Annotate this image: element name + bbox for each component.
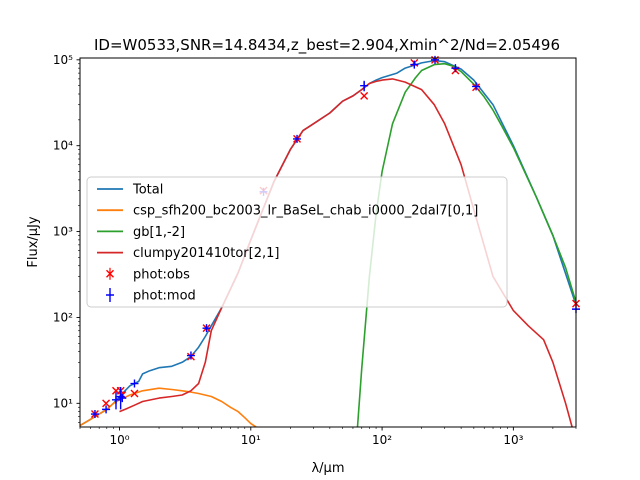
series-line-csp-sfh200-bc2003-lr-basel-chab-i0000-2dal7-0-1: [80, 387, 257, 427]
marker-phot-mod: [90, 410, 99, 419]
svg-text:clumpy201410tor[2,1]: clumpy201410tor[2,1]: [133, 246, 279, 261]
x-tick-label: 10¹: [241, 433, 261, 447]
y-axis-ticks: 10¹ 10² 10³ 10⁴ 10⁵: [53, 53, 80, 423]
plot-frame: [79, 57, 577, 428]
marker-phot-mod: [102, 405, 111, 414]
marker-phot-mod: [130, 379, 139, 388]
legend-item-csp-sfh200-bc2003-lr-basel-chab-i0000-2dal7-0-1: csp_sfh200_bc2003_lr_BaSeL_chab_i0000_2d…: [97, 204, 478, 219]
marker-phot-obs: [102, 399, 111, 408]
svg-text:gb[1,-2]: gb[1,-2]: [133, 225, 185, 240]
legend: Total csp_sfh200_bc2003_lr_BaSeL_chab_i00…: [86, 176, 508, 308]
legend-item-phot-mod: phot:mod: [106, 288, 196, 304]
y-tick-label: 10³: [53, 225, 73, 239]
x-axis-label: λ/µm: [311, 461, 344, 476]
marker-phot-mod: [451, 64, 460, 73]
legend-item-clumpy201410tor-2-1: clumpy201410tor[2,1]: [97, 246, 279, 261]
y-tick-label: 10¹: [53, 396, 73, 410]
svg-text:Total: Total: [132, 183, 163, 198]
y-tick-label: 10⁵: [53, 53, 73, 67]
legend-box: [86, 176, 508, 308]
marker-phot-mod: [360, 80, 369, 92]
svg-text:phot:obs: phot:obs: [133, 267, 190, 282]
marker-phot-mod: [293, 134, 302, 143]
marker-phot-mod: [111, 392, 120, 410]
y-axis-label: Flux/µJy: [26, 216, 41, 268]
marker-phot-mod: [431, 55, 440, 64]
marker-phot-mod: [410, 60, 419, 69]
x-axis-ticks: 10⁰ 10¹ 10² 10³: [79, 427, 577, 447]
legend-item-phot-obs: phot:obs: [106, 267, 190, 282]
marker-phot-obs: [130, 389, 139, 398]
svg-text:phot:mod: phot:mod: [133, 289, 196, 304]
x-tick-label: 10³: [503, 433, 523, 447]
marker-phot-mod: [186, 351, 195, 360]
x-tick-label: 10⁰: [109, 433, 129, 447]
svg-text:csp_sfh200_bc2003_lr_BaSeL_cha: csp_sfh200_bc2003_lr_BaSeL_chab_i0000_2d…: [133, 204, 478, 219]
marker-phot-mod: [118, 394, 127, 403]
legend-item-total: Total: [97, 183, 163, 198]
marker-phot-obs: [360, 91, 369, 100]
y-tick-label: 10⁴: [53, 139, 73, 153]
marker-phot-mod: [202, 324, 211, 333]
y-tick-label: 10²: [53, 310, 73, 324]
chart-title: ID=W0533,SNR=14.8434,z_best=2.904,Xmin^2…: [94, 36, 560, 55]
marker-phot-mod: [472, 82, 481, 91]
x-tick-label: 10²: [372, 433, 392, 447]
legend-item-gb-1-2: gb[1,-2]: [97, 225, 185, 240]
